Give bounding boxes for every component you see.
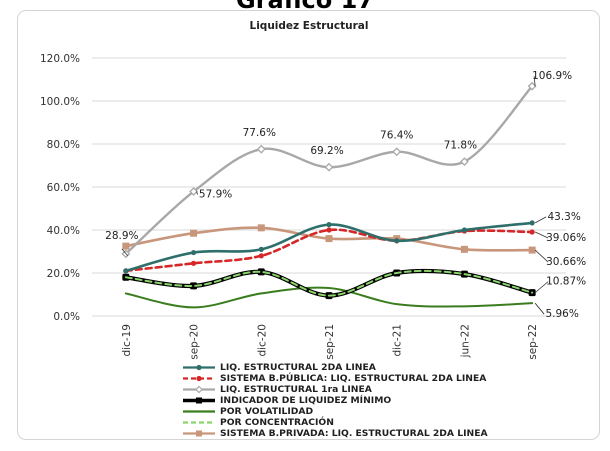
data-label: 71.8% (444, 140, 477, 152)
legend-swatch (183, 410, 215, 413)
legend-item: POR CONCENTRACIÓN (180, 417, 488, 428)
y-tick-label: 0.0% (53, 311, 80, 323)
data-point (529, 220, 535, 226)
legend-label: SISTEMA B.PRIVADA: LIQ. ESTRUCTURAL 2DA … (220, 428, 488, 439)
legend-swatch (183, 375, 215, 382)
data-point (123, 268, 129, 274)
legend-item: INDICADOR DE LIQUIDEZ MÍNIMO (180, 395, 488, 406)
leader-line (534, 216, 547, 224)
leader-line (121, 248, 129, 257)
chart-title: Liquidez Estructural (250, 20, 369, 32)
data-point (324, 162, 334, 172)
data-point (326, 227, 332, 233)
data-point (122, 242, 130, 250)
y-axis-ticks: 0.0% 20.0% 40.0% 60.0% 80.0% 100.0% 120.0% (40, 53, 80, 323)
data-point (460, 245, 468, 253)
legend-label: LIQ. ESTRUCTURAL 1ra LINEA (220, 384, 372, 395)
legend-label: SISTEMA B.PÚBLICA: LIQ. ESTRUCTURAL 2DA … (220, 373, 487, 384)
legend-swatch (183, 385, 215, 394)
data-label: 28.9% (105, 230, 138, 242)
legend-item: LIQ. ESTRUCTURAL 2DA LINEA (180, 362, 488, 373)
x-tick-label: sep-22 (527, 324, 539, 360)
x-tick-label: sep-21 (324, 324, 336, 360)
series-line (124, 269, 534, 297)
data-point (190, 249, 197, 256)
data-label: 30.66% (546, 256, 586, 268)
data-point (326, 222, 332, 228)
data-point (258, 246, 264, 252)
x-tick-label: dic-19 (121, 324, 133, 357)
legend-swatch (183, 397, 215, 404)
x-tick-label: sep-20 (189, 324, 201, 360)
y-tick-label: 20.0% (47, 268, 80, 280)
legend-label: LIQ. ESTRUCTURAL 2DA LINEA (220, 362, 376, 373)
series-line (124, 286, 534, 309)
data-label: 57.9% (199, 189, 232, 201)
data-point (189, 187, 198, 196)
series-6 (122, 224, 536, 254)
data-label: 10.87% (546, 276, 586, 288)
x-tick-label: jun-22 (459, 324, 471, 358)
legend-swatch (183, 364, 215, 371)
leader-line (534, 249, 549, 263)
y-tick-label: 60.0% (47, 182, 80, 194)
data-point (529, 229, 535, 235)
data-label: 69.2% (310, 145, 343, 157)
y-tick-label: 40.0% (47, 225, 80, 237)
y-tick-label: 100.0% (40, 96, 80, 108)
legend-label: INDICADOR DE LIQUIDEZ MÍNIMO (220, 395, 392, 406)
y-tick-label: 80.0% (47, 139, 80, 151)
data-point (325, 235, 333, 243)
data-label: 76.4% (380, 130, 413, 142)
x-tick-label: dic-21 (392, 324, 404, 357)
leader-line (533, 76, 536, 87)
data-point (258, 253, 264, 259)
x-tick-label: dic-20 (256, 324, 268, 357)
series-4 (124, 286, 534, 309)
legend-item: SISTEMA B.PÚBLICA: LIQ. ESTRUCTURAL 2DA … (180, 373, 488, 384)
data-point (394, 238, 400, 244)
leader-line (534, 302, 545, 315)
series-2 (121, 81, 537, 259)
data-label: 43.3% (547, 211, 580, 223)
data-labels: 28.9% 57.9% 77.6% 69.2% 76.4% 71.8% 106.9% 43.3… (105, 70, 586, 320)
legend-item: LIQ. ESTRUCTURAL 1ra LINEA (180, 384, 488, 395)
y-tick-label: 120.0% (40, 53, 80, 65)
data-point (190, 260, 197, 266)
chart-legend: LIQ. ESTRUCTURAL 2DA LINEA SISTEMA B.PÚBL… (180, 362, 488, 439)
data-point (257, 268, 265, 276)
data-point (527, 81, 537, 91)
data-label: 77.6% (243, 127, 276, 139)
data-point (392, 147, 402, 157)
data-label: 5.96% (545, 308, 578, 320)
legend-label: POR CONCENTRACIÓN (220, 417, 334, 428)
data-point (190, 282, 198, 290)
series-layer (121, 81, 537, 309)
leader-line (196, 191, 198, 195)
leader-line (534, 281, 549, 293)
data-label: 39.06% (546, 232, 586, 244)
data-point (528, 246, 536, 254)
data-point (257, 224, 265, 232)
legend-swatch (183, 430, 215, 437)
data-label: 106.9% (532, 70, 572, 82)
x-axis-ticks: dic-19 sep-20 dic-20 sep-21 dic-21 jun-22 sep-… (121, 324, 539, 360)
data-point (256, 144, 266, 154)
data-point (461, 227, 468, 233)
legend-item: POR VOLATILIDAD (180, 406, 488, 417)
leader-line (534, 231, 549, 239)
legend-swatch (183, 421, 215, 424)
series-0 (123, 220, 535, 274)
grid-lines (92, 57, 566, 317)
legend-label: POR VOLATILIDAD (220, 406, 314, 417)
legend-item: SISTEMA B.PRIVADA: LIQ. ESTRUCTURAL 2DA … (180, 428, 488, 439)
data-point (460, 157, 469, 167)
data-point (190, 229, 198, 237)
series-5 (124, 269, 534, 297)
